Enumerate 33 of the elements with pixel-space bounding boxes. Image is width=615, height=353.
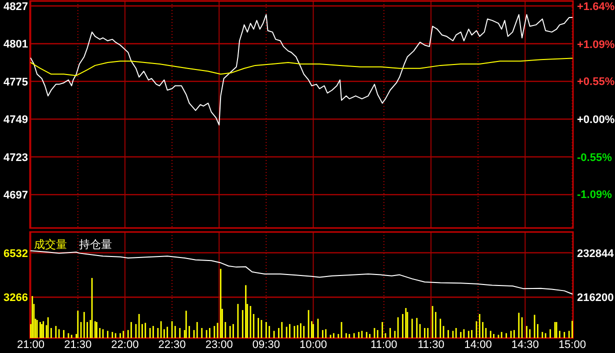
x-tick-label: 23:00 [205, 339, 233, 351]
series-label: 持仓量 [79, 239, 112, 251]
y-tick-label: 3266 [4, 292, 28, 304]
x-tick-label: 21:30 [64, 339, 92, 351]
x-tick-label: 10:00 [300, 339, 328, 351]
x-tick-label: 22:30 [158, 339, 186, 351]
x-tick-label: 14:00 [464, 339, 492, 351]
x-tick-label: 14:30 [511, 339, 539, 351]
text: 成交量 [34, 238, 67, 251]
x-tick-label: 11:30 [418, 339, 444, 351]
line-series [30, 14, 573, 126]
x-tick-label: 09:30 [252, 339, 280, 351]
y-tick-label: 4775 [4, 76, 28, 88]
y2-tick-label: -0.55% [577, 152, 612, 164]
y-tick-label: 4749 [4, 114, 28, 126]
y2-tick-label: +0.55% [577, 76, 615, 88]
y2-tick-label: 216200 [577, 292, 614, 304]
y-tick-label: 4723 [4, 152, 28, 164]
y2-tick-label: +1.09% [577, 38, 615, 51]
x-tick-label: 22:00 [111, 339, 139, 351]
y-tick-label: 4697 [4, 190, 28, 202]
y2-tick-label: +0.00% [577, 114, 615, 126]
y-tick-label: 4827 [4, 0, 28, 13]
x-tick-label: 11:00 [370, 339, 398, 351]
y2-tick-label: 232844 [577, 248, 615, 260]
y-tick-label: 6532 [4, 248, 28, 260]
line-series [30, 58, 573, 76]
y2-tick-label: +1.64% [577, 0, 615, 13]
x-tick-label: 21:00 [17, 339, 45, 351]
line-series [30, 250, 573, 295]
x-tick-label: 15:00 [558, 339, 586, 351]
y-tick-label: 4801 [4, 38, 28, 51]
y2-tick-label: -1.09% [577, 189, 612, 202]
